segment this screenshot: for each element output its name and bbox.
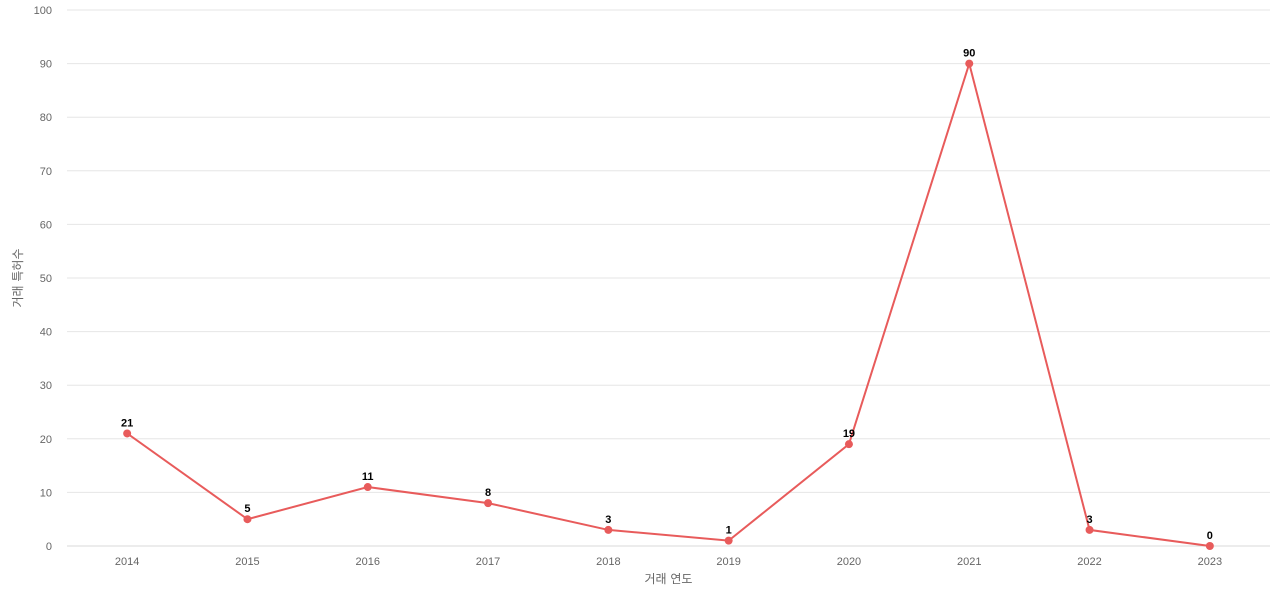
grid-lines	[67, 9, 1270, 547]
y-tick-label: 80	[40, 112, 52, 124]
data-point-2020[interactable]	[844, 440, 853, 449]
x-tick-label: 2015	[235, 556, 259, 568]
data-point-2015[interactable]	[243, 515, 252, 524]
data-point-2019[interactable]	[724, 536, 733, 545]
y-tick-label: 40	[40, 327, 52, 339]
data-label-2020: 19	[843, 428, 855, 440]
data-label-2017: 8	[485, 487, 491, 499]
data-point-2014[interactable]	[123, 429, 132, 438]
x-tick-label: 2019	[716, 556, 740, 568]
x-tick-label: 2018	[596, 556, 620, 568]
y-axis-title: 거래 특허수	[11, 248, 25, 307]
data-label-2021: 90	[963, 48, 975, 60]
x-tick-label: 2016	[356, 556, 380, 568]
y-tick-label: 20	[40, 434, 52, 446]
y-tick-label: 30	[40, 380, 52, 392]
data-point-2022[interactable]	[1085, 525, 1094, 534]
data-point-2017[interactable]	[484, 499, 493, 508]
data-label-2014: 21	[121, 417, 133, 429]
y-tick-label: 70	[40, 166, 52, 178]
data-point-2016[interactable]	[363, 483, 372, 492]
series-line	[126, 59, 1210, 547]
data-labels: 21 5 11 8 3 1 19 90 3 0	[121, 48, 1213, 542]
y-tick-label: 90	[40, 59, 52, 71]
y-tick-label: 10	[40, 487, 52, 499]
x-axis-title: 거래 연도	[645, 572, 693, 586]
data-label-2023: 0	[1207, 530, 1213, 542]
x-tick-label: 2020	[837, 556, 861, 568]
y-tick-label: 100	[34, 5, 52, 17]
data-label-2022: 3	[1086, 514, 1092, 526]
x-tick-label: 2021	[957, 556, 981, 568]
y-tick-label: 60	[40, 219, 52, 231]
data-point-2018[interactable]	[604, 525, 613, 534]
x-tick-label: 2023	[1198, 556, 1222, 568]
y-tick-label: 0	[46, 541, 52, 553]
data-label-2015: 5	[244, 503, 250, 515]
y-tick-label: 50	[40, 273, 52, 285]
series-layer	[123, 59, 1214, 550]
y-axis-ticks: 0 10 20 30 40 50 60 70 80 90 100	[34, 5, 52, 553]
x-tick-label: 2017	[476, 556, 500, 568]
data-label-2018: 3	[605, 514, 611, 526]
data-point-2021[interactable]	[965, 59, 974, 68]
x-tick-label: 2014	[115, 556, 139, 568]
x-axis-ticks: 2014 2015 2016 2017 2018 2019 2020 2021 2022 2023	[115, 556, 1222, 568]
x-tick-label: 2022	[1077, 556, 1101, 568]
data-point-2023[interactable]	[1205, 542, 1214, 550]
data-label-2016: 11	[362, 471, 374, 483]
data-label-2019: 1	[726, 525, 732, 537]
